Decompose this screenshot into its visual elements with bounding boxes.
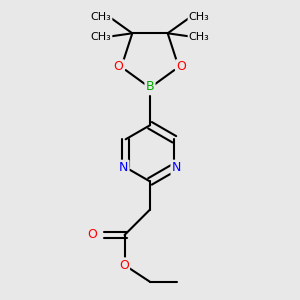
Text: O: O <box>87 228 97 241</box>
Text: CH₃: CH₃ <box>91 32 111 42</box>
Text: CH₃: CH₃ <box>189 12 209 22</box>
Text: O: O <box>119 259 129 272</box>
Text: N: N <box>119 161 128 174</box>
Text: O: O <box>114 61 124 74</box>
Text: N: N <box>172 161 181 174</box>
Text: CH₃: CH₃ <box>189 32 209 42</box>
Text: CH₃: CH₃ <box>91 12 111 22</box>
Text: B: B <box>146 80 154 93</box>
Text: O: O <box>176 61 186 74</box>
